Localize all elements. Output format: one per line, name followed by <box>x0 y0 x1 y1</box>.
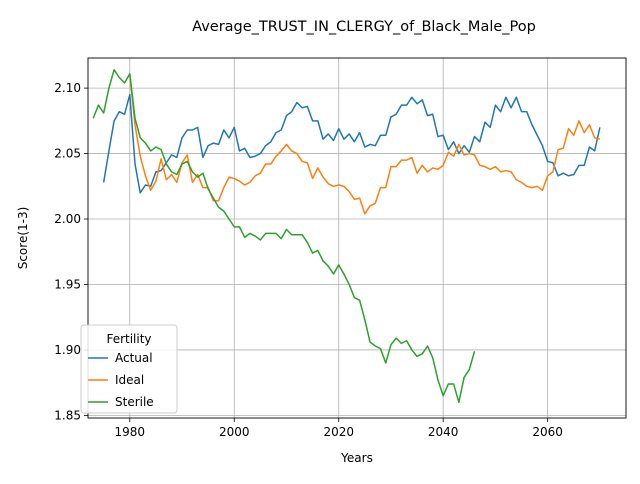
x-tick-label: 2020 <box>323 425 354 439</box>
chart-title: Average_TRUST_IN_CLERGY_of_Black_Male_Po… <box>192 19 536 35</box>
y-tick-label: 2.05 <box>54 147 81 161</box>
series-line-actual <box>102 93 601 194</box>
y-tick-label: 2.00 <box>54 212 81 226</box>
legend: Fertility Actual Ideal Sterile <box>80 324 178 414</box>
y-tick-label: 1.95 <box>54 277 81 291</box>
legend-label-actual: Actual <box>115 351 153 365</box>
legend-label-sterile: Sterile <box>115 395 154 409</box>
x-tick-label: 1980 <box>115 425 146 439</box>
y-axis-label: Score(1-3) <box>16 207 30 270</box>
grid-layer <box>88 58 626 418</box>
series-line-sterile <box>92 69 476 404</box>
y-tick-label: 2.10 <box>54 81 81 95</box>
x-axis-label: Years <box>340 451 373 465</box>
x-tick-label: 2040 <box>428 425 459 439</box>
tick-layer: 1980 2000 2020 2040 2060 1.85 1.90 1.95 2.00 2.05… <box>54 81 563 439</box>
legend-label-ideal: Ideal <box>115 373 144 387</box>
legend-box <box>80 324 178 414</box>
y-tick-label: 1.90 <box>54 343 81 357</box>
x-tick-label: 2000 <box>219 425 250 439</box>
legend-title: Fertility <box>106 332 151 346</box>
series-layer <box>92 69 601 404</box>
y-tick-label: 1.85 <box>54 408 81 422</box>
plot-frame <box>87 57 627 419</box>
x-tick-label: 2060 <box>532 425 563 439</box>
